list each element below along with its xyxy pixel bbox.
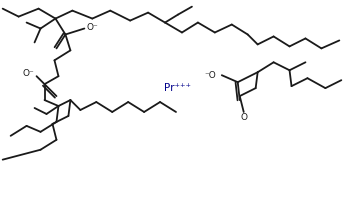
Text: O⁻: O⁻: [86, 23, 98, 32]
Text: O⁻: O⁻: [23, 69, 35, 78]
Text: O: O: [240, 114, 247, 122]
Text: Pr⁺⁺⁺: Pr⁺⁺⁺: [164, 83, 191, 93]
Text: ⁻O: ⁻O: [204, 71, 216, 80]
